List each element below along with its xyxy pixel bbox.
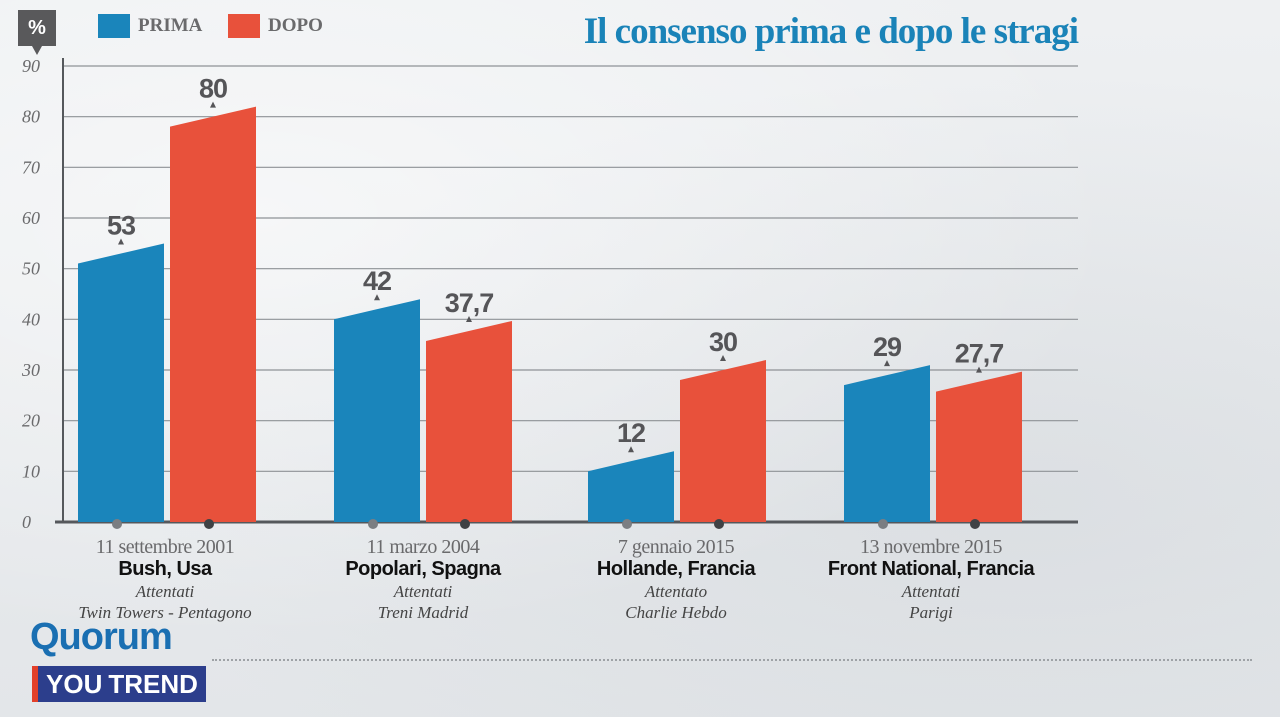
category-date: 11 settembre 2001 [95,536,235,558]
value-label: 27,7 [955,339,1004,369]
value-label: 12 [617,418,645,448]
youtrend-logo: YOU TREND [32,666,206,702]
axis-dot [878,519,888,529]
unit-badge: % [18,10,56,55]
category-date: 11 marzo 2004 [366,536,480,558]
dotted-divider [212,659,1252,661]
value-label: 53 [107,210,136,240]
label-pointer [210,101,216,108]
value-labels: 53 42 12 29 80 37,7 30 27,7 [107,74,1004,453]
y-tick-label: 40 [22,309,40,329]
category-4: 13 novembre 2015 Front National, Francia… [801,536,1061,623]
bar-dopo [936,371,1022,522]
category-date: 7 gennaio 2015 [617,536,735,558]
youtrend-logo-you: YOU [46,668,103,699]
bar-dopo [426,320,512,522]
category-date: 13 novembre 2015 [860,536,1002,558]
label-pointer [628,446,634,453]
y-tick-label: 30 [21,360,40,380]
bars [78,106,1022,529]
axis-dot [970,519,980,529]
y-tick-label: 80 [22,107,40,127]
y-tick-label: 0 [22,512,31,532]
value-label: 29 [873,332,902,362]
axis-dot [460,519,470,529]
legend-swatch-prima [98,14,130,38]
label-pointer [374,294,380,301]
quorum-logo: Quorum [30,616,173,658]
value-label: 42 [363,266,391,296]
category-event: Twin Towers - Pentagono [78,603,252,622]
value-label: 37,7 [445,288,494,318]
category-subject: Bush, Usa [118,558,212,580]
category-1: 11 settembre 2001 Bush, Usa Attentati Tw… [35,536,295,623]
legend-item-prima: PRIMA [98,14,202,38]
youtrend-logo-trend: TREND [108,668,198,699]
label-pointer [118,238,124,245]
category-event: Parigi [909,603,953,622]
bar-prima [78,243,164,522]
bar-dopo [170,106,256,523]
category-3: 7 gennaio 2015 Hollande, Francia Attenta… [546,536,806,623]
chart-title: Il consenso prima e dopo le stragi [583,11,1079,52]
legend-swatch-dopo [228,14,260,38]
value-label: 30 [709,327,737,357]
category-event: Attentati [393,582,453,601]
y-tick-label: 60 [22,208,40,228]
y-tick-label: 10 [22,461,40,481]
label-pointer [466,315,472,322]
bar-dopo [680,360,766,522]
legend-label-prima: PRIMA [138,15,203,36]
bar-prima [844,365,930,522]
bar-prima [334,299,420,522]
axis-dot [204,519,214,529]
axis-dot [622,519,632,529]
axis-dot [368,519,378,529]
y-tick-label: 90 [22,56,40,76]
category-event: Charlie Hebdo [625,603,727,622]
y-tick-label: 20 [22,411,40,431]
category-event: Treni Madrid [377,603,469,622]
y-axis-ticks: 0 10 20 30 40 50 60 70 80 90 [21,56,40,532]
category-2: 11 marzo 2004 Popolari, Spagna Attentati… [293,536,553,623]
category-event: Attentato [644,582,708,601]
bar-prima [588,451,674,522]
category-event: Attentati [135,582,195,601]
category-subject: Hollande, Francia [596,558,756,580]
value-label: 80 [199,74,227,104]
label-pointer [720,355,726,361]
y-tick-label: 70 [22,157,40,177]
category-event: Attentati [901,582,961,601]
legend-item-dopo: DOPO [228,14,323,38]
category-subject: Front National, Francia [827,558,1035,580]
y-tick-label: 50 [22,259,40,279]
category-subject: Popolari, Spagna [345,558,501,580]
axis-dot [714,519,724,529]
label-pointer [884,360,890,367]
label-pointer [976,366,982,373]
legend-label-dopo: DOPO [268,15,323,36]
axis-dot [112,519,122,529]
